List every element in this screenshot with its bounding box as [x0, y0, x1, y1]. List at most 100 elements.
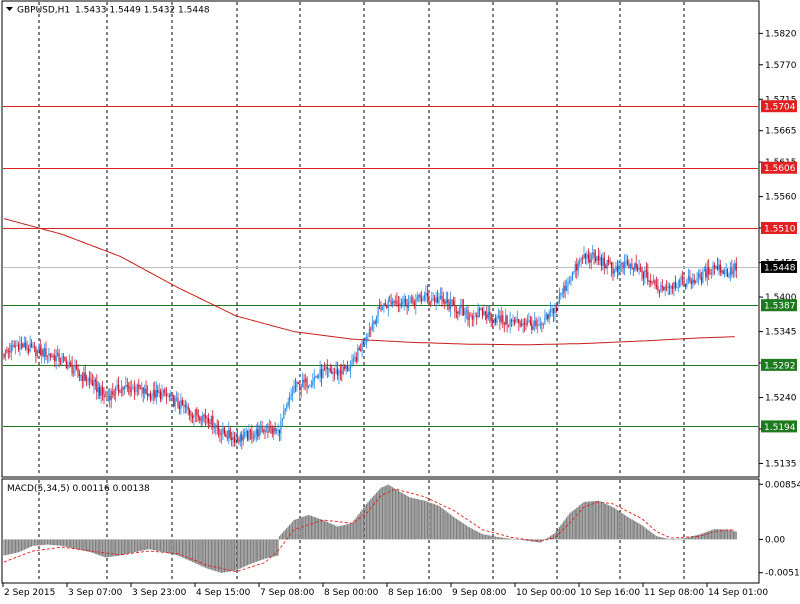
- candle-bear: [657, 286, 659, 291]
- macd-bar: [451, 515, 453, 540]
- macd-bar: [660, 537, 662, 540]
- macd-bar: [93, 539, 95, 554]
- candle-bull: [23, 342, 25, 348]
- resistance-level-label: 1.5704: [764, 103, 796, 113]
- macd-bar: [725, 529, 727, 540]
- candle-bull: [151, 396, 153, 400]
- candle-bull: [46, 355, 49, 357]
- macd-bar: [28, 539, 30, 548]
- candle-bear: [146, 393, 149, 397]
- candle-bull: [305, 378, 307, 383]
- candle-bear: [142, 387, 144, 394]
- macd-bar: [396, 489, 398, 540]
- candle-bull: [497, 315, 499, 317]
- candle-bear: [612, 268, 614, 274]
- macd-bar: [339, 525, 341, 540]
- candle-bear: [455, 311, 457, 313]
- macd-bar: [100, 539, 102, 556]
- support-level-label: 1.5387: [764, 302, 796, 312]
- macd-bar: [104, 539, 107, 558]
- price-tick-label: 1.5820: [765, 29, 797, 39]
- macd-bar: [325, 521, 327, 540]
- macd-bar: [102, 539, 104, 557]
- candle-bear: [13, 345, 15, 347]
- candle-bear: [165, 394, 167, 396]
- macd-bar: [39, 539, 41, 546]
- candle-bull: [193, 414, 195, 418]
- candle-bull: [258, 427, 260, 437]
- candle-bull: [613, 270, 615, 274]
- candle-bull: [621, 262, 623, 265]
- macd-bar: [512, 538, 514, 540]
- candle-bull: [615, 266, 617, 270]
- macd-bar: [297, 518, 299, 540]
- macd-bar: [71, 539, 73, 549]
- macd-bar: [136, 539, 138, 552]
- candle-bull: [509, 319, 511, 326]
- macd-bar: [171, 539, 173, 555]
- candle-bear: [25, 342, 27, 350]
- dropdown-triangle-icon[interactable]: [6, 7, 13, 11]
- candle-bull: [170, 393, 172, 397]
- price-levels: [3, 106, 758, 427]
- macd-bar: [17, 539, 20, 553]
- macd-bar: [545, 538, 547, 540]
- candle-bear: [225, 433, 227, 437]
- candle-bear: [654, 280, 656, 285]
- macd-bar: [687, 537, 689, 540]
- candle-bull: [680, 276, 682, 281]
- macd-bar: [428, 502, 430, 540]
- macd-bar: [77, 539, 79, 550]
- candle-bear: [257, 429, 259, 437]
- macd-bar: [347, 524, 349, 540]
- macd-bar: [202, 539, 204, 567]
- candle-bear: [297, 382, 299, 384]
- macd-bar: [16, 539, 18, 553]
- candle-bull: [477, 308, 479, 318]
- main-panel-frame: [1, 0, 760, 478]
- macd-bar: [313, 516, 315, 540]
- candle-bear: [639, 267, 642, 269]
- macd-bar: [45, 539, 47, 545]
- macd-bar: [309, 515, 311, 540]
- macd-bar: [338, 526, 340, 540]
- macd-bar: [270, 539, 272, 558]
- macd-bar: [187, 539, 189, 561]
- candle-bull: [354, 357, 356, 359]
- macd-bar: [112, 539, 114, 557]
- macd-bar: [510, 538, 513, 540]
- macd-bar: [509, 538, 511, 540]
- candle-bull: [532, 326, 534, 330]
- time-label: 7 Sep 08:00: [260, 588, 315, 598]
- candle-bear: [49, 353, 51, 357]
- candle-bear: [523, 322, 526, 325]
- candle-bull: [158, 391, 160, 393]
- macd-bar: [564, 519, 566, 540]
- macd-bar: [526, 539, 528, 541]
- candle-bull: [706, 267, 708, 278]
- macd-bar: [713, 529, 716, 540]
- macd-bar: [729, 530, 731, 540]
- macd-bar: [193, 539, 195, 563]
- macd-bar: [657, 536, 659, 540]
- candle-bull: [435, 297, 437, 302]
- macd-bar: [30, 539, 33, 547]
- candle-bull: [97, 387, 99, 393]
- candle-bear: [299, 383, 301, 391]
- macd-bar: [215, 539, 217, 572]
- candle-bear: [651, 282, 653, 284]
- macd-bar: [624, 514, 626, 540]
- candle-bull: [725, 269, 727, 271]
- macd-bar: [709, 530, 711, 540]
- candle-bull: [309, 385, 311, 387]
- macd-bar: [203, 539, 205, 568]
- candle-bull: [407, 302, 410, 308]
- candle-bear: [54, 355, 56, 362]
- macd-bar: [555, 531, 557, 540]
- macd-bar: [196, 539, 198, 564]
- macd-bar: [534, 539, 536, 542]
- macd-bar: [610, 506, 613, 540]
- macd-bar: [658, 536, 660, 540]
